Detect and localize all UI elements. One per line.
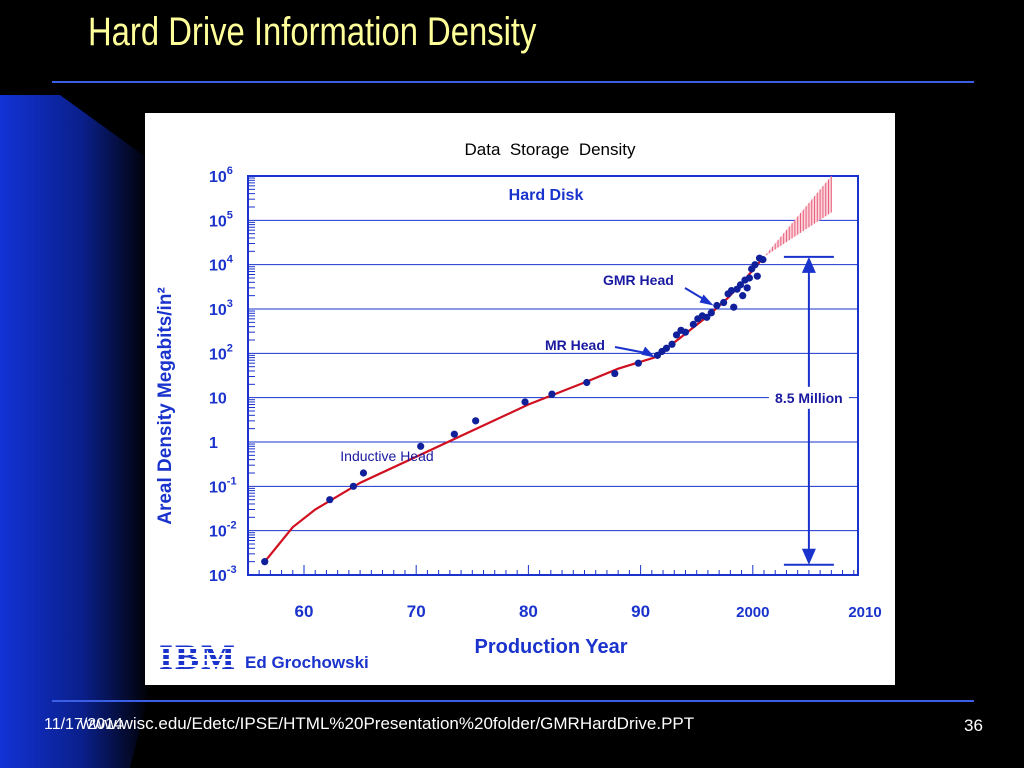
data-point: [349, 482, 357, 490]
data-point: [720, 298, 728, 307]
footer-url[interactable]: www.wisc.edu/Edetc/IPSE/HTML%20Presentat…: [80, 714, 695, 733]
page-number: 36: [964, 716, 983, 735]
data-point: [521, 398, 529, 406]
data-point: [689, 320, 697, 328]
data-point: [707, 309, 715, 317]
range-arrowhead-bottom: [801, 548, 816, 565]
data-point: [261, 558, 269, 566]
data-point: [326, 496, 334, 504]
x-tick-label: 2000: [736, 604, 769, 621]
annotation-gmr-head: GMR Head: [603, 272, 674, 288]
y-tick-label: 106: [209, 165, 233, 186]
data-point: [548, 390, 556, 398]
gmr-head-arrowhead: [699, 294, 714, 306]
range-arrowhead-top: [801, 256, 816, 273]
y-tick-label: 10-3: [209, 564, 237, 585]
y-tick-label: 103: [209, 298, 233, 319]
data-point: [713, 301, 721, 310]
projection-band: [764, 176, 832, 257]
data-point: [662, 344, 671, 352]
axis-ticks: 60 70 80 90 2000 201010610510410310210110-110…: [209, 165, 882, 621]
data-point: [753, 272, 761, 280]
data-point: [751, 261, 759, 269]
data-point: [611, 369, 619, 378]
ibm-logo: IBM: [159, 637, 243, 677]
data-point: [417, 442, 425, 450]
data-point: [472, 417, 480, 425]
author-credit: Ed Grochowski: [245, 653, 369, 672]
data-point: [736, 281, 745, 289]
annotation-inductive-head: Inductive Head: [340, 448, 433, 464]
x-tick-label: 80: [519, 602, 538, 621]
range-label-bg: [768, 386, 849, 409]
y-tick-label: 10-1: [209, 475, 237, 496]
x-tick-label: 70: [407, 602, 426, 621]
data-point: [681, 328, 690, 336]
title-divider: [52, 81, 974, 83]
annotation-mr-head: MR Head: [545, 337, 605, 353]
chart-panel: 60 70 80 90 2000 2010 106 105 104 103 102 10 1 10-1 10…: [145, 113, 895, 685]
annotations: Inductive Head MR Head GMR Head 8.5 Million: [340, 255, 849, 566]
mr-head-arrowhead: [641, 346, 656, 358]
trend-polyline: [263, 256, 765, 563]
slide-title: Hard Drive Information Density: [88, 10, 537, 54]
data-point: [583, 378, 591, 387]
y-tick-label: 10: [209, 391, 227, 408]
footer-divider: [52, 700, 974, 702]
data-point: [745, 274, 754, 282]
y-tick-label: 105: [209, 209, 233, 230]
data-point: [672, 331, 681, 339]
y-tick-label: 10-2: [209, 520, 237, 541]
data-point: [634, 359, 642, 367]
plot-frame: [247, 175, 859, 576]
svg-text:IBM: IBM: [159, 637, 237, 677]
x-axis-label: Production Year: [474, 636, 627, 658]
data-point: [668, 340, 676, 348]
x-tick-label: 90: [631, 602, 650, 621]
annotation-8-5-million: 8.5 Million: [775, 390, 843, 406]
trend-line: [263, 256, 765, 563]
x-tick-label: 60: [295, 602, 314, 621]
data-point: [450, 430, 458, 438]
y-tick-label: 1: [209, 435, 218, 452]
density-chart: 60 70 80 90 2000 201010610510410310210110-110…: [155, 140, 882, 677]
y-tick-label: 104: [209, 254, 234, 275]
data-point: [727, 287, 736, 295]
grid: [247, 175, 859, 576]
data-point: [739, 292, 747, 300]
data-point: [730, 303, 738, 311]
chart-title: Data Storage Density: [464, 140, 636, 159]
data-point: [759, 256, 767, 264]
data-point: [743, 284, 751, 292]
footer-date: 11/17/2014: [44, 716, 123, 733]
data-point: [359, 469, 368, 477]
chart-subtitle: Hard Disk: [509, 187, 584, 204]
y-axis-label: Areal Density Megabits/in²: [155, 287, 176, 525]
y-tick-label: 102: [209, 342, 233, 363]
data-points: [261, 254, 767, 566]
x-tick-label: 2010: [848, 604, 881, 621]
data-point: [703, 313, 711, 321]
